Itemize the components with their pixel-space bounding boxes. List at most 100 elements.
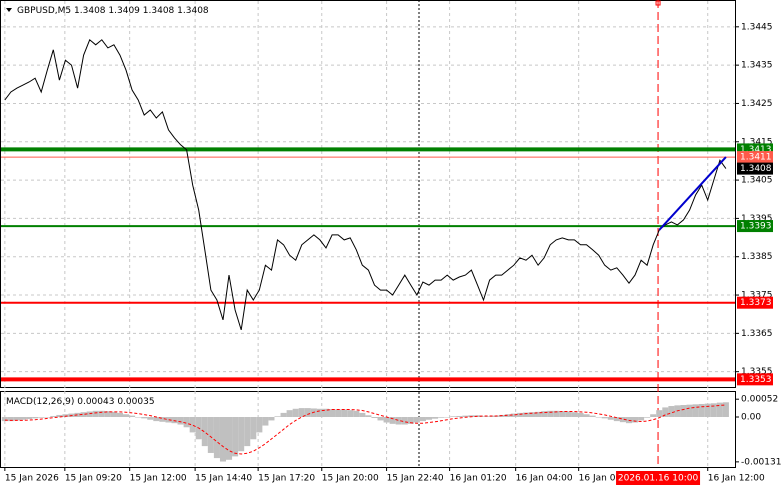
macd-bar	[274, 416, 281, 417]
macd-bar	[286, 410, 293, 417]
macd-bar	[413, 417, 420, 423]
x-tick-label: 15 Jan 17:20	[258, 474, 315, 484]
macd-bar	[710, 403, 717, 417]
level-label: 1.3353	[740, 375, 772, 385]
macd-bar	[444, 417, 451, 418]
macd-bar	[171, 417, 178, 424]
x-tick-label: 15 Jan 20:00	[322, 474, 379, 484]
macd-bar	[347, 410, 354, 417]
macd-bar	[226, 417, 233, 460]
macd-bar	[141, 417, 148, 419]
level-label: 1.3373	[740, 298, 772, 308]
macd-bar	[232, 417, 239, 457]
high: 1.3409	[108, 6, 140, 16]
macd-bar	[238, 417, 245, 452]
macd-bar	[668, 406, 675, 417]
macd-bar	[104, 411, 111, 417]
macd-bar	[631, 417, 639, 423]
x-tick-label: 15 Jan 09:20	[65, 474, 122, 484]
y-tick-label: 1.3415	[741, 137, 773, 147]
macd-bar	[686, 404, 693, 417]
macd-bar	[456, 415, 463, 417]
macd-bar	[607, 417, 614, 420]
chart-header: GBPUSD,M5 1.3408 1.3409 1.3408 1.3408	[17, 6, 209, 16]
y-tick-label: 1.3385	[741, 252, 773, 262]
y-tick-label: 1.3395	[741, 214, 773, 224]
y-tick-label: 1.3435	[741, 61, 773, 71]
menu-arrow[interactable]	[6, 8, 12, 12]
macd-bar	[129, 415, 136, 417]
macd-bar	[177, 417, 184, 425]
macd-bar	[395, 417, 402, 425]
x-tick-label: 16 Jan 01:20	[450, 474, 507, 484]
trend-line	[658, 156, 727, 231]
level-label: 1.3393	[740, 222, 772, 232]
level-label: 1.3411	[740, 153, 772, 163]
x-tick-label: 16 Jan 06:40	[579, 474, 636, 484]
macd-value: 0.00043	[77, 397, 114, 407]
macd-bar	[50, 415, 57, 417]
macd-bar	[110, 411, 117, 417]
macd-bar	[1, 417, 8, 422]
macd-bar	[32, 417, 39, 419]
macd-bar	[56, 414, 63, 417]
macd-bar	[207, 417, 214, 453]
macd-bar	[201, 417, 208, 447]
macd-bar	[638, 417, 645, 421]
macd-bar	[650, 414, 657, 417]
macd-bar	[716, 402, 723, 417]
time-marker-box	[616, 471, 701, 485]
macd-bar	[389, 417, 396, 424]
macd-bar	[322, 408, 330, 417]
grid	[1, 1, 735, 467]
macd-bar	[44, 417, 51, 418]
low: 1.3408	[143, 6, 175, 16]
y-tick-label: 0.00	[741, 413, 761, 423]
macd-bar	[329, 409, 336, 417]
macd-bar	[480, 416, 487, 417]
macd-bar	[147, 417, 154, 420]
y-tick-label: 0.00052	[741, 395, 778, 405]
macd-bar	[335, 409, 342, 417]
x-tick-label: 15 Jan 12:00	[130, 474, 187, 484]
macd-bar	[316, 408, 323, 417]
macd-bar	[401, 417, 408, 425]
level-tag	[737, 220, 773, 233]
macd-bar	[292, 408, 299, 417]
macd-bar	[135, 417, 142, 418]
macd-bar	[7, 417, 14, 422]
macd-bar	[153, 417, 160, 422]
plot	[1, 0, 735, 467]
time-marker-top	[655, 0, 661, 6]
macd-bar	[159, 417, 166, 422]
price-panel	[0, 0, 736, 388]
macd-header: MACD(12,26,9) 0.00043 0.00035	[6, 397, 155, 407]
macd-bar	[38, 417, 45, 418]
macd-bar	[62, 414, 69, 417]
x-tick-label: 15 Jan 22:40	[387, 474, 444, 484]
macd-bar	[359, 412, 366, 417]
y-tick-label: 1.3375	[741, 291, 773, 301]
macd-bar	[244, 417, 251, 447]
macd-bar	[383, 417, 390, 423]
y-tick-label: 1.3425	[741, 99, 773, 109]
macd-bar	[19, 417, 27, 420]
macd-bar	[377, 417, 384, 421]
time-marker-label: 2026.01.16 10:00	[618, 474, 699, 484]
x-tick-label: 16 Jan 04:00	[516, 474, 573, 484]
macd-bar	[722, 402, 729, 417]
symbol: GBPUSD,M5	[17, 6, 71, 16]
close: 1.3408	[177, 6, 209, 16]
open: 1.3408	[74, 6, 106, 16]
macd-bar	[450, 416, 457, 417]
macd-bar	[183, 417, 190, 428]
macd-bar	[535, 411, 542, 417]
macd-bar	[486, 416, 493, 417]
macd-bar	[528, 412, 536, 417]
macd-bar	[516, 412, 523, 417]
x-tick-label: 16 Jan 12:00	[708, 474, 765, 484]
macd-bar	[365, 415, 372, 417]
x-tick-label: 15 Jan 2026	[5, 474, 59, 484]
macd-bar	[522, 412, 529, 417]
